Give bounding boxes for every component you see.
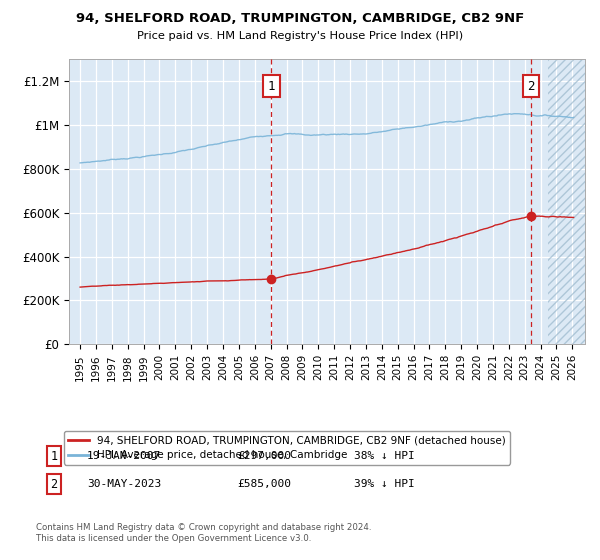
Text: 38% ↓ HPI: 38% ↓ HPI [354,451,415,461]
Legend: 94, SHELFORD ROAD, TRUMPINGTON, CAMBRIDGE, CB2 9NF (detached house), HPI: Averag: 94, SHELFORD ROAD, TRUMPINGTON, CAMBRIDG… [64,431,510,465]
Bar [548,59,585,344]
Text: 30-MAY-2023: 30-MAY-2023 [87,479,161,489]
Text: 94, SHELFORD ROAD, TRUMPINGTON, CAMBRIDGE, CB2 9NF: 94, SHELFORD ROAD, TRUMPINGTON, CAMBRIDG… [76,12,524,25]
Text: 2: 2 [50,478,58,491]
Bar [548,59,585,344]
Text: 19-JAN-2007: 19-JAN-2007 [87,451,161,461]
Text: 2: 2 [527,80,535,93]
Text: 1: 1 [50,450,58,463]
Text: £297,000: £297,000 [237,451,291,461]
Text: Contains HM Land Registry data © Crown copyright and database right 2024.
This d: Contains HM Land Registry data © Crown c… [36,524,371,543]
Text: Price paid vs. HM Land Registry's House Price Index (HPI): Price paid vs. HM Land Registry's House … [137,31,463,41]
Text: 39% ↓ HPI: 39% ↓ HPI [354,479,415,489]
Text: £585,000: £585,000 [237,479,291,489]
Text: 1: 1 [268,80,275,93]
